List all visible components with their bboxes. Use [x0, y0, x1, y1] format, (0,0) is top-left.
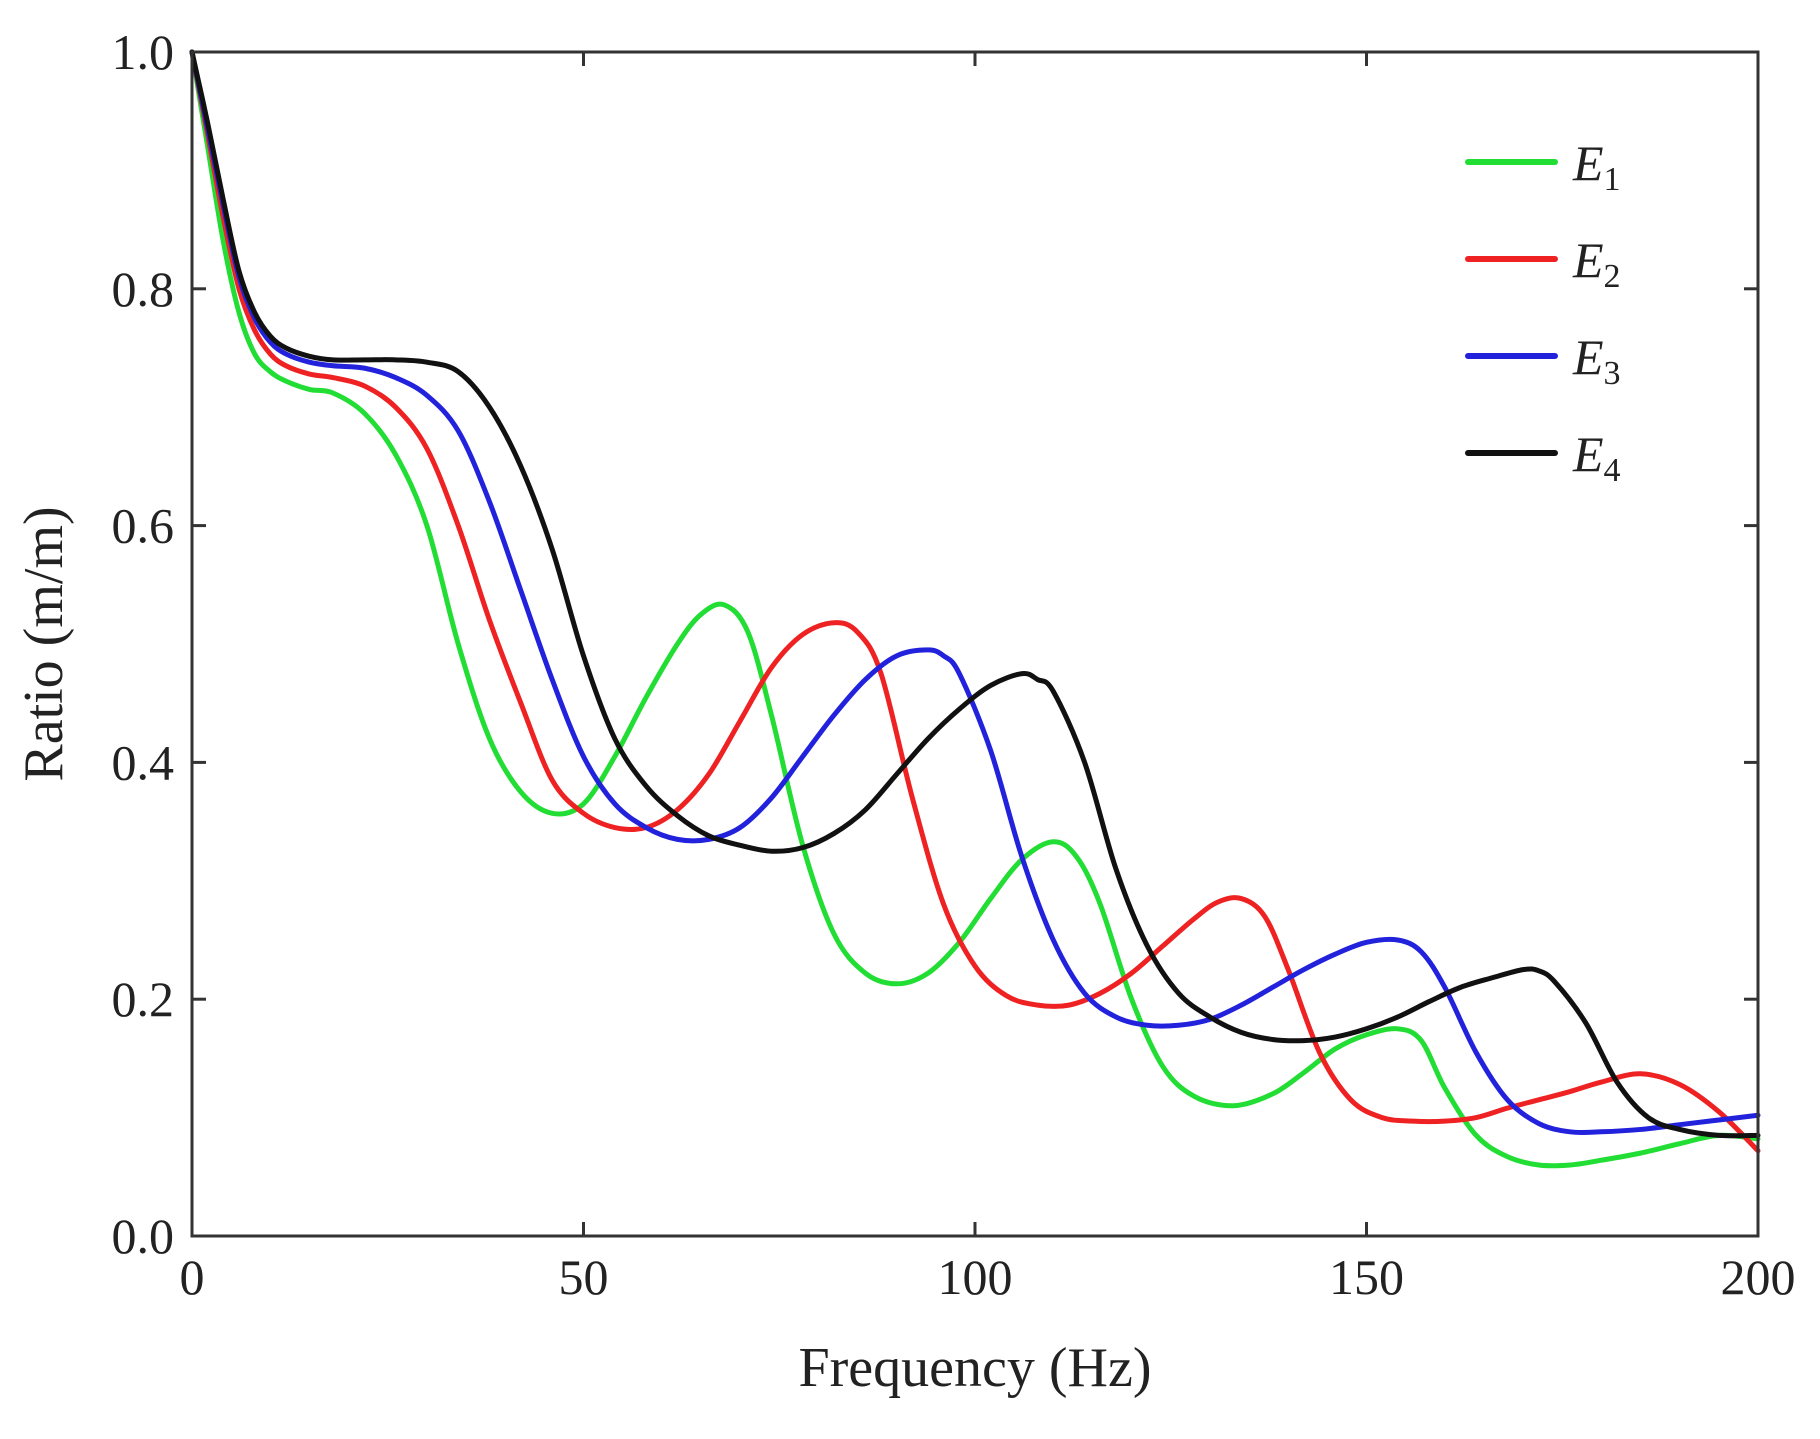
y-axis-label: Ratio (m/m) [13, 506, 75, 781]
y-tick-label: 0.4 [112, 734, 175, 790]
ticks-layer: 0 50 100 150 200 0.0 0.2 0.4 0.6 0.8 1.0 [112, 24, 1796, 1305]
x-axis-label: Frequency (Hz) [799, 1337, 1152, 1399]
legend-label-e3: E3 [1572, 329, 1621, 392]
legend: E1 E2 E3 E4 [1465, 135, 1621, 489]
y-tick-label: 0.0 [112, 1208, 175, 1264]
y-tick-label: 0.6 [112, 498, 175, 554]
x-tick-label: 100 [938, 1249, 1013, 1305]
legend-label-e1: E1 [1572, 135, 1621, 198]
series-line-e1 [189, 49, 1761, 1169]
series-line-e4 [189, 49, 1761, 1139]
x-tick-label: 0 [180, 1249, 205, 1305]
series-layer [189, 49, 1761, 1169]
y-tick-label: 1.0 [112, 24, 175, 80]
series-line-e3 [189, 49, 1761, 1136]
x-tick-label: 50 [559, 1249, 609, 1305]
y-tick-label: 0.2 [112, 971, 175, 1027]
y-tick-label: 0.8 [112, 261, 175, 317]
legend-label-e2: E2 [1572, 232, 1621, 295]
x-tick-label: 150 [1329, 1249, 1404, 1305]
x-tick-label: 200 [1721, 1249, 1796, 1305]
series-line-e2 [189, 49, 1761, 1154]
legend-label-e4: E4 [1572, 426, 1621, 489]
